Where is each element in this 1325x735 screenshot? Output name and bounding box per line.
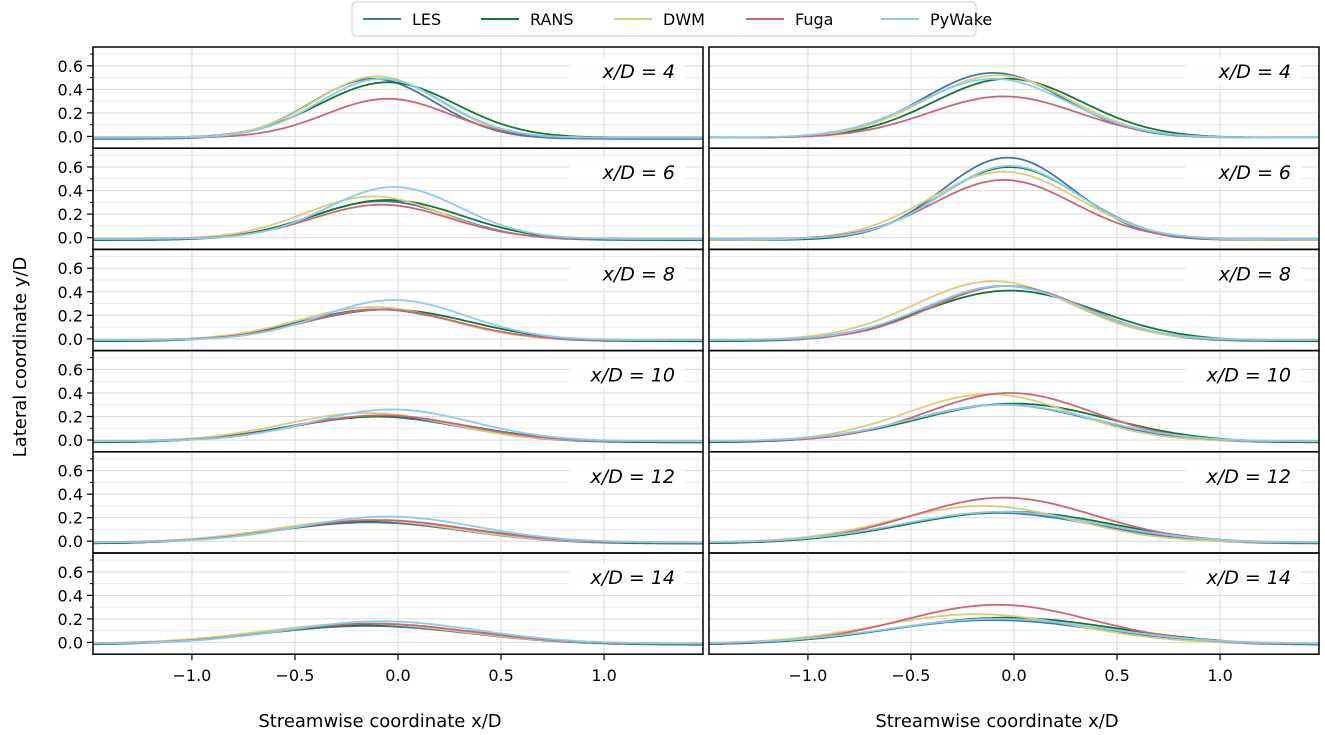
panel-label-bg (1185, 563, 1301, 591)
panel-label-bg (1185, 57, 1301, 85)
x-axis-label-left: Streamwise coordinate x/D (258, 711, 501, 732)
y-tick-label: 0.0 (58, 229, 83, 248)
panel-label-bg (569, 360, 685, 389)
legend: LES RANS DWM Fuga PyWake (351, 1, 992, 37)
y-tick-label: 0.4 (58, 384, 83, 403)
y-tick-label: 0.0 (58, 633, 83, 652)
legend-label-pywake: PyWake (930, 10, 992, 29)
x-tick-label: −1.0 (788, 666, 827, 685)
series-line-pywake (93, 620, 703, 645)
panel-label: x/D = 4 (1218, 61, 1291, 83)
panel-label-bg (569, 158, 685, 187)
x-tick-label: −1.0 (172, 666, 211, 685)
series-line-pywake (709, 285, 1319, 341)
y-tick-label: 0.2 (58, 610, 83, 629)
series-line-pywake (93, 515, 703, 544)
y-axis-label: Lateral coordinate y/D (10, 257, 31, 458)
legend-label-fuga: Fuga (795, 10, 833, 29)
y-tick-label: 0.6 (58, 462, 83, 481)
x-axis-label-right: Streamwise coordinate x/D (875, 711, 1118, 732)
panel-c0-r0: 0.0 0.2 0.4 0.6 x/D = 4 (58, 46, 704, 149)
y-tick-label: 0.0 (58, 330, 83, 349)
legend-frame (351, 1, 977, 37)
panel-c0-r2: 0.0 0.2 0.4 0.6 x/D = 8 (58, 248, 704, 352)
panel-c1-r5: x/D = 14 −1.0 −0.5 0.0 0.5 1.0 (708, 552, 1320, 685)
x-tick-label: 1.0 (1207, 666, 1232, 685)
panel-label: x/D = 14 (590, 567, 675, 589)
y-tick-label: 0.4 (58, 485, 83, 504)
y-tick-label: 0.6 (58, 360, 83, 379)
x-tick-label: 1.0 (591, 666, 616, 685)
series-line-dwm (709, 504, 1319, 544)
y-tick-label: 0.4 (58, 182, 83, 201)
panel-c1-r4: x/D = 12 (708, 451, 1320, 554)
series-line-pywake (709, 77, 1319, 139)
legend-label-les: LES (412, 10, 441, 29)
panel-c0-r1: 0.0 0.2 0.4 0.6 x/D = 6 (58, 147, 704, 251)
series-line-pywake (93, 408, 703, 443)
x-tick-label: −0.5 (276, 666, 315, 685)
x-tick-label: 0.5 (488, 666, 513, 685)
x-tick-label: −0.5 (892, 666, 931, 685)
series-line-pywake (93, 77, 703, 139)
panel-c1-r2: x/D = 8 (708, 248, 1320, 352)
panel-c1-r1: x/D = 6 (708, 147, 1320, 251)
y-tick-label: 0.2 (58, 104, 83, 123)
y-tick-label: 0.6 (58, 158, 83, 177)
y-tick-label: 0.2 (58, 205, 83, 224)
y-tick-label: 0.0 (58, 532, 83, 551)
panel-label: x/D = 8 (602, 263, 675, 285)
y-tick-label: 0.4 (58, 283, 83, 302)
panel-label-bg (569, 259, 685, 288)
x-tick-label: 0.0 (1001, 666, 1026, 685)
panel-label: x/D = 12 (590, 466, 675, 488)
y-tick-label: 0.2 (58, 509, 83, 528)
panel-c0-r5: 0.0 0.2 0.4 0.6 x/D = 14 −1.0 −0.5 0.0 0.5 1.0 (58, 552, 704, 685)
panel-label-bg (1185, 158, 1301, 187)
y-tick-label: 0.6 (58, 57, 83, 76)
y-tick-label: 0.6 (58, 563, 83, 582)
panel-label: x/D = 8 (1218, 263, 1291, 285)
series-line-pywake (709, 510, 1319, 544)
y-tick-label: 0.2 (58, 306, 83, 325)
panel-label-bg (569, 57, 685, 85)
panel-c1-r0: x/D = 4 (708, 46, 1320, 149)
x-tick-label: 0.0 (385, 666, 410, 685)
panel-label: x/D = 6 (1218, 162, 1291, 184)
panel-c0-r4: 0.0 0.2 0.4 0.6 x/D = 12 (58, 451, 704, 554)
series-line-dwm (708, 613, 1319, 645)
legend-label-rans: RANS (530, 10, 574, 29)
panel-label: x/D = 4 (602, 61, 675, 83)
panel-grid: 0.00.20.40.6 x/D = 40.00.20.40.6 x/D = 60.… (58, 46, 1320, 685)
panel-label-bg (569, 563, 685, 591)
series-line-pywake (709, 403, 1319, 442)
y-tick-label: 0.4 (58, 80, 83, 99)
series-line-pywake (93, 186, 703, 240)
panel-label: x/D = 6 (602, 162, 675, 184)
panel-label: x/D = 10 (1206, 365, 1291, 387)
panel-c1-r3: x/D = 10 (708, 349, 1320, 453)
panel-label-bg (1185, 259, 1301, 288)
y-tick-label: 0.2 (58, 407, 83, 426)
panel-label-bg (1185, 360, 1301, 389)
panel-label-bg (1185, 461, 1301, 490)
panel-label: x/D = 10 (590, 365, 675, 387)
series-line-pywake (708, 618, 1319, 645)
legend-label-dwm: DWM (663, 10, 705, 29)
series-line-pywake (709, 165, 1319, 240)
x-tick-label: 0.5 (1104, 666, 1129, 685)
y-tick-label: 0.6 (58, 259, 83, 278)
y-tick-label: 0.0 (58, 431, 83, 450)
panel-label-bg (569, 461, 685, 490)
y-tick-label: 0.4 (58, 586, 83, 605)
panel-label: x/D = 14 (1206, 567, 1291, 589)
panel-c0-r3: 0.0 0.2 0.4 0.6 x/D = 10 (58, 349, 704, 453)
panel-label: x/D = 12 (1206, 466, 1291, 488)
series-line-pywake (93, 299, 703, 341)
y-tick-label: 0.0 (58, 127, 83, 146)
